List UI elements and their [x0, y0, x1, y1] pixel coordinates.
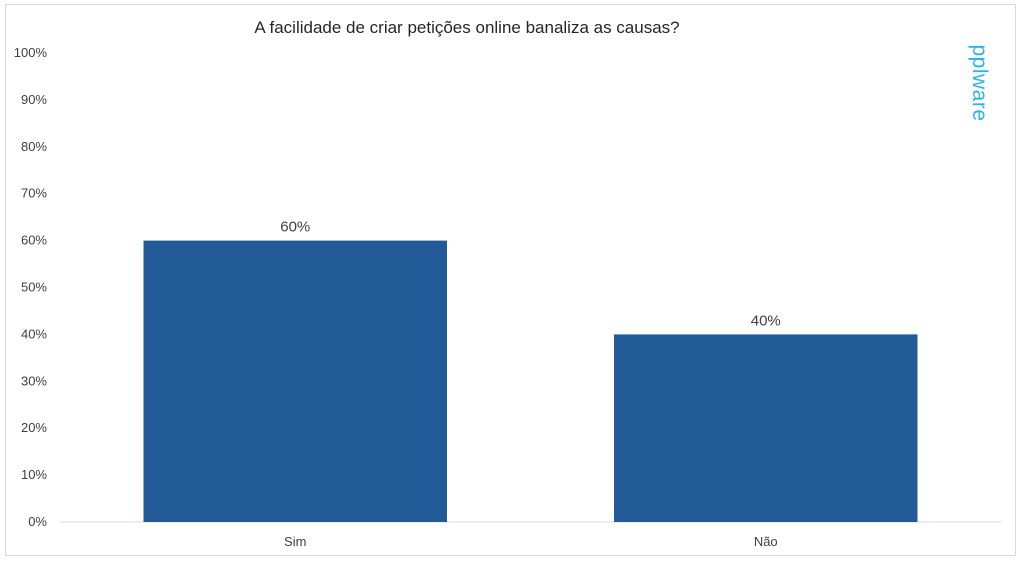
y-tick-label: 10%	[21, 467, 47, 482]
y-tick-label: 80%	[21, 139, 47, 154]
chart-title: A facilidade de criar petições online ba…	[254, 18, 679, 37]
y-tick-label: 40%	[21, 326, 47, 341]
y-tick-label: 60%	[21, 233, 47, 248]
y-tick-label: 100%	[14, 45, 48, 60]
data-label: 40%	[751, 312, 781, 329]
y-tick-label: 0%	[28, 514, 47, 529]
x-axis-labels: Sim Não	[284, 534, 778, 549]
x-tick-label: Não	[754, 534, 778, 549]
data-labels-group: 60% 40%	[280, 219, 781, 330]
pplware-logo: pplware	[968, 44, 991, 121]
bar	[143, 240, 447, 522]
y-tick-label: 90%	[21, 92, 47, 107]
x-tick-label: Sim	[284, 534, 306, 549]
data-label: 60%	[280, 219, 310, 236]
y-tick-label: 50%	[21, 280, 47, 295]
y-axis-ticks: 0% 10% 20% 30% 40% 50% 60% 70% 80% 90% 100%	[14, 45, 48, 529]
bar	[614, 334, 918, 522]
y-tick-label: 30%	[21, 373, 47, 388]
y-tick-label: 20%	[21, 420, 47, 435]
y-tick-label: 70%	[21, 186, 47, 201]
bars-group	[143, 240, 918, 522]
